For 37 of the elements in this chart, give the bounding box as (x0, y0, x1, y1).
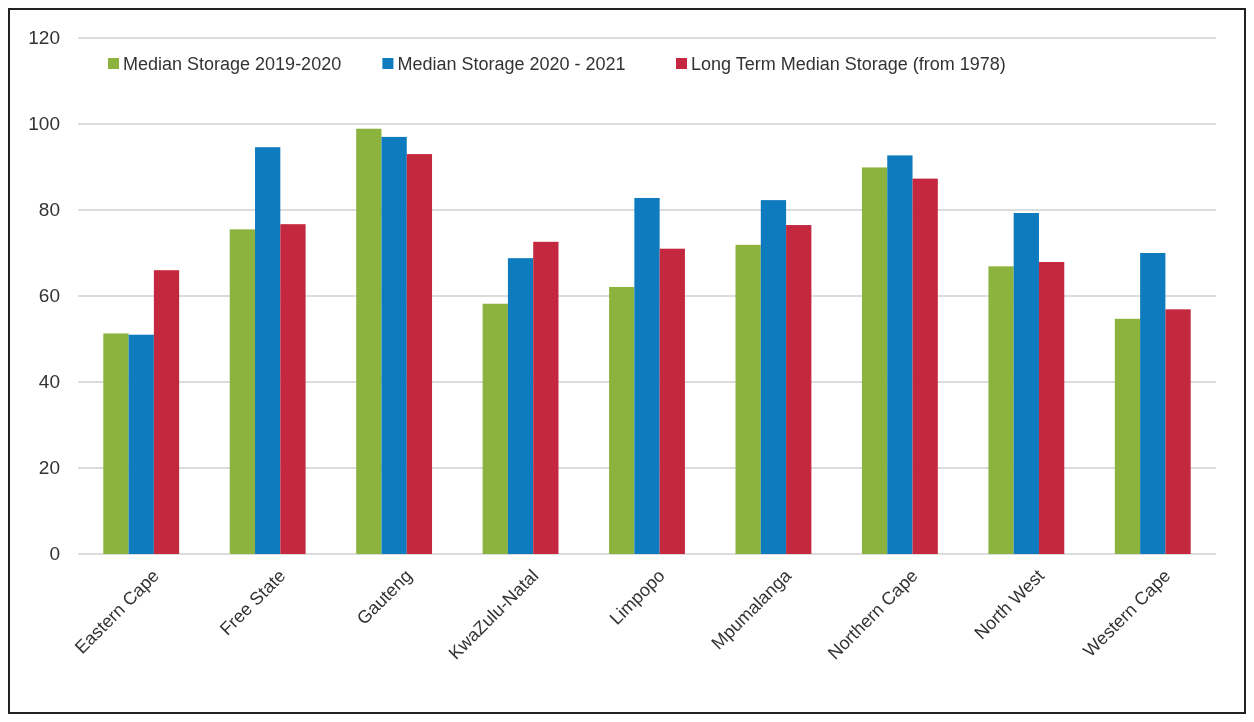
bar (735, 244, 761, 554)
y-tick-label: 80 (38, 199, 60, 220)
bar (988, 266, 1014, 554)
y-tick-label: 0 (49, 543, 60, 564)
bar (659, 248, 685, 554)
bar (128, 334, 154, 554)
bar (356, 128, 382, 554)
bar (912, 178, 938, 554)
bar (507, 258, 534, 554)
y-tick-label: 20 (38, 457, 60, 478)
y-tick-label: 100 (28, 113, 60, 134)
bar (255, 147, 281, 554)
y-tick-label: 40 (38, 371, 60, 392)
bar (634, 197, 660, 554)
y-tick-label: 120 (28, 27, 60, 48)
bar (786, 225, 812, 554)
bar (229, 229, 256, 554)
legend-label: Long Term Median Storage (from 1978) (691, 54, 1006, 74)
bar (1140, 253, 1166, 554)
bar (280, 224, 306, 554)
y-tick-label: 60 (38, 285, 60, 306)
legend-label: Median Storage 2020 - 2021 (397, 54, 626, 74)
bar (103, 333, 129, 554)
bar (381, 136, 407, 554)
bar (1038, 262, 1065, 554)
bar (1114, 318, 1141, 554)
bar (861, 167, 888, 554)
bar (609, 286, 635, 554)
bar (482, 303, 508, 554)
bar (887, 155, 913, 554)
bar (760, 200, 787, 554)
bar (533, 241, 559, 554)
bar (153, 270, 180, 554)
legend-label: Median Storage 2019-2020 (123, 54, 342, 74)
bar (1165, 309, 1191, 554)
bar (1013, 213, 1039, 554)
bar (406, 154, 433, 554)
